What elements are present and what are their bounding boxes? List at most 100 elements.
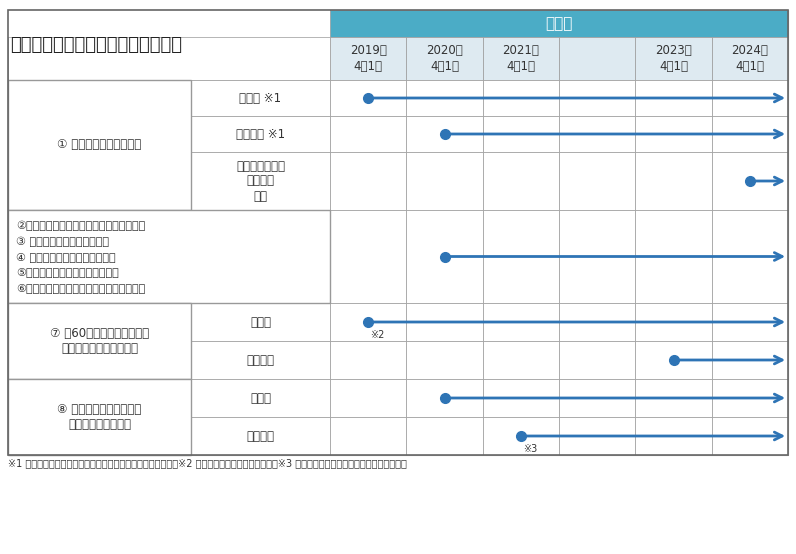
Text: 大企業 ※1: 大企業 ※1 [240, 91, 282, 105]
Bar [8, 10, 330, 37]
Text: 施行日: 施行日 [545, 16, 572, 31]
Bar [8, 210, 330, 303]
Bar [559, 303, 635, 341]
Text: 働き方改革関連法施行スケジュール: 働き方改革関連法施行スケジュール [10, 36, 182, 54]
Bar [330, 210, 406, 303]
Text: ※1 企業規模の定義は「中小企業基本法」の基準による。　　※2 大企業はすでに実施済み。　　※3 労働者派遣法の改正時期は大企業と同様。: ※1 企業規模の定義は「中小企業基本法」の基準による。 ※2 大企業はすでに実施… [8, 458, 407, 468]
Bar [330, 37, 406, 80]
Bar [330, 341, 406, 379]
Bar [635, 417, 712, 455]
Bar [559, 210, 635, 303]
Bar [406, 152, 482, 210]
Text: 2023年
4月1日: 2023年 4月1日 [655, 44, 692, 73]
Bar [482, 152, 559, 210]
Bar [559, 152, 635, 210]
Bar [191, 417, 330, 455]
Bar [635, 116, 712, 152]
Bar [559, 37, 635, 80]
Text: 中小企業 ※1: 中小企業 ※1 [236, 127, 285, 141]
Bar [712, 116, 788, 152]
Bar [482, 417, 559, 455]
Bar [712, 80, 788, 116]
Bar [712, 417, 788, 455]
Bar [482, 341, 559, 379]
Bar [406, 417, 482, 455]
Text: ⑧ 雇用形態に関わらない
　公正な待遇の確保: ⑧ 雇用形態に関わらない 公正な待遇の確保 [57, 403, 142, 431]
Bar [330, 417, 406, 455]
Bar [8, 80, 191, 116]
Bar [8, 341, 191, 379]
Bar [635, 303, 712, 341]
Text: 大企業: 大企業 [250, 315, 271, 329]
Bar [635, 341, 712, 379]
Bar [191, 116, 330, 152]
Text: ③ 年次有給休暇の確実な取得: ③ 年次有給休暇の確実な取得 [16, 237, 109, 247]
Bar [191, 80, 330, 116]
Bar [330, 10, 788, 37]
Bar [712, 152, 788, 210]
Bar [559, 341, 635, 379]
Text: ④ 労働時間状況の客観的な把握: ④ 労働時間状況の客観的な把握 [16, 252, 115, 262]
Bar [406, 303, 482, 341]
Bar [559, 379, 635, 417]
Bar [406, 116, 482, 152]
Bar [406, 80, 482, 116]
Bar [8, 303, 191, 341]
Bar [8, 10, 788, 455]
Bar [712, 303, 788, 341]
Text: ※2: ※2 [370, 330, 384, 340]
Bar [635, 152, 712, 210]
Bar [330, 152, 406, 210]
Bar [8, 80, 191, 210]
Bar [712, 210, 788, 303]
Text: 自動車運転業務
建設事業
医師: 自動車運転業務 建設事業 医師 [236, 160, 285, 203]
Bar [330, 303, 406, 341]
Text: 2024年
4月1日: 2024年 4月1日 [732, 44, 768, 73]
Bar [406, 37, 482, 80]
Bar [635, 210, 712, 303]
Bar [482, 116, 559, 152]
Bar [330, 80, 406, 116]
Bar [191, 152, 330, 210]
Bar [191, 303, 330, 341]
Text: 大企業: 大企業 [250, 392, 271, 404]
Bar [191, 341, 330, 379]
Bar [712, 341, 788, 379]
Bar [8, 379, 191, 455]
Bar [406, 210, 482, 303]
Bar [191, 379, 330, 417]
Bar [559, 80, 635, 116]
Bar [559, 417, 635, 455]
Bar [482, 210, 559, 303]
Bar [330, 379, 406, 417]
Text: ※3: ※3 [523, 444, 537, 454]
Text: ②「勤務間インターバル制度」の導入促進: ②「勤務間インターバル制度」の導入促進 [16, 221, 145, 231]
Bar [635, 37, 712, 80]
Bar [8, 210, 191, 303]
Bar [482, 303, 559, 341]
Text: 2021年
4月1日: 2021年 4月1日 [502, 44, 539, 73]
Bar [712, 37, 788, 80]
Text: 2019年
4月1日: 2019年 4月1日 [349, 44, 387, 73]
Bar [406, 341, 482, 379]
Bar [635, 379, 712, 417]
Bar [8, 152, 191, 210]
Text: ① 時間外労働の上限規制: ① 時間外労働の上限規制 [57, 138, 142, 151]
Text: 中小企業: 中小企業 [247, 429, 275, 443]
Text: 2020年
4月1日: 2020年 4月1日 [426, 44, 463, 73]
Bar [8, 116, 191, 152]
Text: ⑦ 月60時間超残業に対する
　割増賃金率の引き上げ: ⑦ 月60時間超残業に対する 割増賃金率の引き上げ [50, 327, 149, 355]
Bar [482, 379, 559, 417]
Bar [482, 37, 559, 80]
Bar [635, 80, 712, 116]
Bar [559, 116, 635, 152]
Bar [8, 379, 191, 417]
Bar [8, 417, 191, 455]
Bar [406, 379, 482, 417]
Bar [8, 37, 330, 80]
Text: ⑥「高度プロフェッショナル制度」の導入: ⑥「高度プロフェッショナル制度」の導入 [16, 283, 145, 293]
Bar [330, 116, 406, 152]
Bar [712, 379, 788, 417]
Bar [8, 10, 788, 455]
Text: 中小企業: 中小企業 [247, 353, 275, 367]
